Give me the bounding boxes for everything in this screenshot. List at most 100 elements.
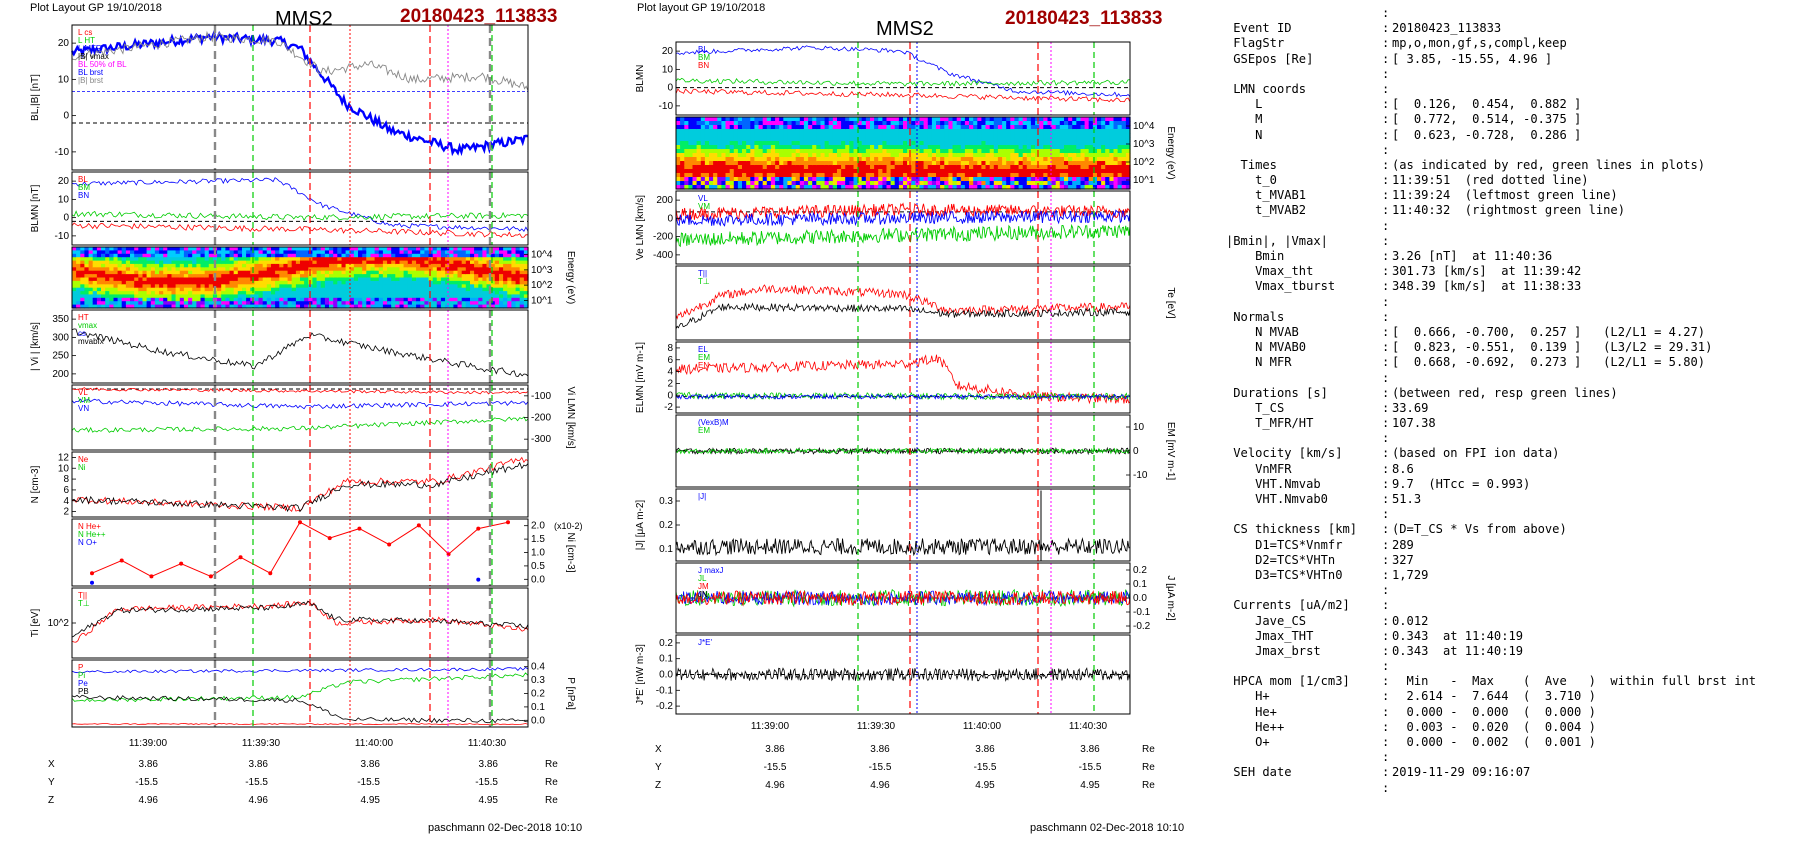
spectrogram-cell [271,274,276,279]
spectrogram-cell [1101,137,1106,142]
spectrogram-cell [964,141,970,146]
spectrogram-cell [138,247,143,251]
spectrogram-cell [287,280,293,285]
spectrogram-cell [919,165,925,170]
spectrogram-cell [841,141,846,146]
spectrogram-cell [105,257,110,262]
spectrogram-cell [808,157,813,162]
spectrogram-cell [121,277,127,282]
spectrogram-cell [787,141,793,146]
spectrogram-cell [993,157,999,162]
spectrogram-cell [117,260,123,265]
spectrogram-cell [824,117,830,122]
spectrogram-cell [96,280,102,285]
spectrogram-cell [704,153,710,158]
spectrogram-cell [358,301,363,306]
spectrogram-cell [857,173,863,178]
spectrogram-cell [436,284,442,289]
spectrogram-cell [403,263,409,268]
spectrogram-cell [395,284,400,289]
spectrogram-cell [420,267,425,272]
spectrogram-cell [956,137,962,142]
spectrogram-cell [742,129,747,134]
panel-frame [675,116,1131,190]
spectrogram-cell [72,260,77,265]
spectrogram-cell [105,304,110,309]
spectrogram-cell [828,125,834,130]
spectrogram-cell [803,177,809,182]
spectrogram-cell [353,280,359,285]
spectrogram-cell [775,153,780,158]
spectrogram-cell [676,185,681,190]
spectrogram-cell [812,125,817,130]
spectrogram-cell [416,250,421,255]
spectrogram-cell [457,270,463,275]
spectrogram-cell [993,165,999,170]
spectrogram-cell [977,149,982,154]
summary-row: t_0:11:39:51 (red dotted line) [1226,173,1756,188]
spectrogram-cell [964,129,970,134]
spectrogram-cell [333,274,338,279]
spectrogram-cell [76,301,81,306]
spectrogram-cell [511,291,517,296]
spectrogram-cell [927,173,933,178]
spectrogram-cell [688,153,694,158]
spectrogram-cell [1030,177,1036,182]
spectrogram-cell [515,291,521,296]
spectrogram-cell [84,267,90,272]
spectrogram-cell [948,121,954,126]
spectrogram-cell [742,145,747,150]
y-tick-label: 0 [1133,446,1139,457]
spectrogram-cell [262,263,268,268]
spectrogram-cell [399,247,405,251]
spectrogram-cell [1105,125,1110,130]
position-value: 3.86 [139,759,159,770]
spectrogram-cell [465,297,471,302]
spectrogram-cell [865,149,871,154]
spectrogram-cell [478,291,483,296]
spectrogram-cell [171,294,177,299]
spectrogram-cell [870,161,875,166]
spectrogram-cell [779,181,784,186]
spectrogram-cell [490,291,496,296]
position-value: 4.95 [361,795,381,806]
spectrogram-cell [196,280,202,285]
spectrogram-cell [733,145,739,150]
panel-frame [675,190,1131,265]
spectrogram-cell [474,274,479,279]
spectrogram-cell [76,280,81,285]
spectrogram-cell [146,257,152,262]
spectrogram-cell [159,280,164,285]
spectrogram-cell [915,117,921,122]
spectrogram-cell [1010,149,1015,154]
spectrogram-cell [382,304,388,309]
spectrogram-cell [96,301,102,306]
spectrogram-cell [787,169,793,174]
spectrogram-cell [861,161,867,166]
spectrogram-cell [470,304,475,309]
spectrogram-cell [845,141,850,146]
legend-entry: BL 50% of BL [78,60,127,69]
spectrogram-cell [952,157,958,162]
spectrogram-cell [1088,157,1094,162]
spectrogram-cell [1084,165,1090,170]
spectrogram-cell [952,153,958,158]
spectrogram-cell [304,280,309,285]
y-tick-label: 10 [58,463,70,474]
spectrogram-cell [258,291,264,296]
spectrogram-cell [262,280,268,285]
spectrogram-cell [770,169,776,174]
spectrogram-cell [985,141,991,146]
spectrogram-cell [304,291,309,296]
spectrogram-cell [1055,145,1061,150]
spectrogram-cell [358,267,363,272]
spectrogram-cell [766,185,772,190]
spectrogram-cell [237,297,243,302]
spectrogram-cell [482,253,488,258]
spectrogram-cell [411,267,417,272]
spectrogram-cell [470,280,475,285]
spectrogram-cell [725,185,731,190]
spectrogram-cell [84,247,90,251]
spectrogram-cell [362,304,367,309]
